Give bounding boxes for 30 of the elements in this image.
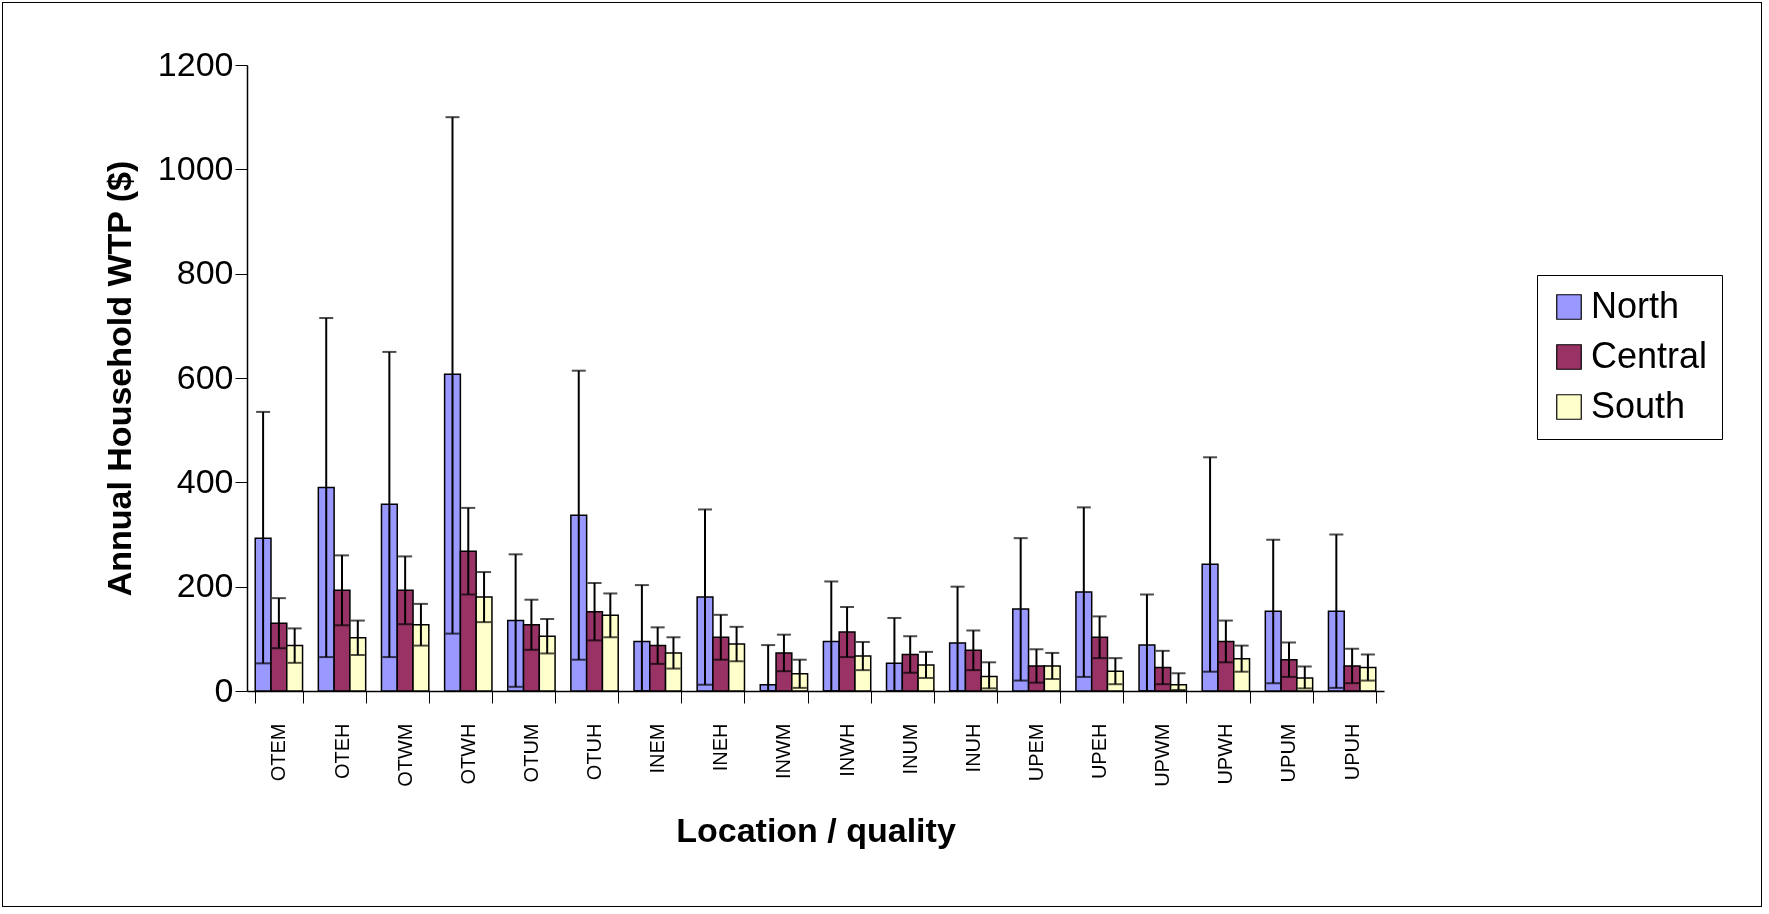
x-tick-label: UPWM xyxy=(1151,723,1174,787)
legend-label: Central xyxy=(1591,335,1708,376)
x-tick-label: INWM xyxy=(772,723,795,780)
y-tick-label: 800 xyxy=(176,253,234,292)
x-tick-label: OTUM xyxy=(519,723,542,783)
x-tick-label: OTUH xyxy=(583,723,606,781)
y-axis-title: Annual Household WTP ($) xyxy=(99,160,138,597)
x-tick-label: OTEH xyxy=(330,723,353,780)
x-tick-label: UPUH xyxy=(1340,723,1363,781)
y-tick-label: 0 xyxy=(214,670,234,709)
y-tick-label: 600 xyxy=(176,357,234,396)
x-tick-label: OTWM xyxy=(393,723,416,787)
x-tick-label: INUH xyxy=(961,723,984,773)
legend-label: North xyxy=(1591,285,1680,326)
x-tick-label: INWH xyxy=(835,723,858,777)
x-tick-label: INEM xyxy=(646,723,669,774)
x-tick-label: UPWH xyxy=(1214,723,1237,785)
x-tick-label: OTEM xyxy=(267,723,290,782)
legend-label: South xyxy=(1591,385,1686,426)
x-tick-label: OTWH xyxy=(456,723,479,785)
x-axis-title: Location / quality xyxy=(676,810,956,849)
x-tick-label: INEH xyxy=(709,723,732,772)
x-tick-label: INUM xyxy=(898,723,921,775)
y-tick-label: 400 xyxy=(176,461,234,500)
x-tick-label: UPEH xyxy=(1088,723,1111,780)
x-tick-label: UPUM xyxy=(1277,723,1300,783)
x-tick-label: UPEM xyxy=(1024,723,1047,782)
y-tick-label: 200 xyxy=(176,566,234,605)
y-tick-label: 1000 xyxy=(157,148,234,187)
y-tick-label: 1200 xyxy=(157,44,234,83)
